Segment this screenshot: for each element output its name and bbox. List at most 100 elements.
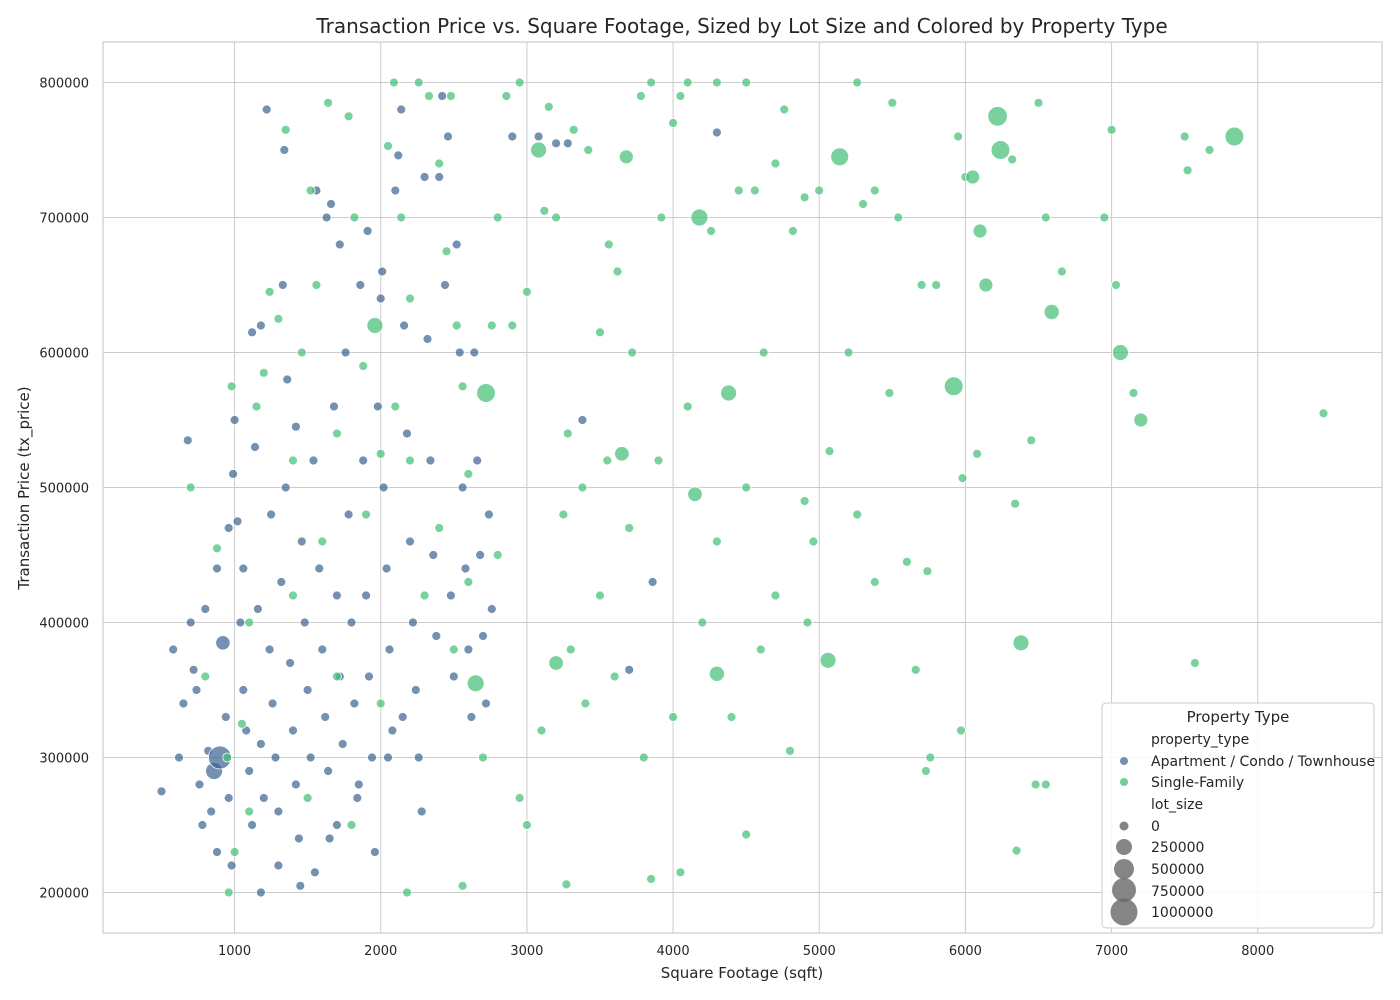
data-point xyxy=(972,223,988,239)
data-point xyxy=(1106,124,1117,135)
data-point xyxy=(425,455,436,466)
data-point xyxy=(353,779,364,790)
y-tick-label: 400000 xyxy=(39,617,89,632)
data-point xyxy=(733,185,744,196)
data-point xyxy=(887,97,898,108)
data-point xyxy=(548,655,564,671)
data-point xyxy=(750,185,760,196)
y-tick-label: 300000 xyxy=(39,752,89,767)
data-point xyxy=(413,752,424,763)
data-point xyxy=(543,101,554,112)
data-point xyxy=(390,185,401,196)
data-point xyxy=(377,266,388,277)
data-point xyxy=(443,131,453,142)
data-point xyxy=(987,106,1008,127)
data-point xyxy=(434,523,445,533)
data-point xyxy=(331,820,342,830)
data-point xyxy=(223,523,234,533)
data-point xyxy=(466,712,477,722)
data-point xyxy=(824,446,835,457)
data-point xyxy=(956,725,966,736)
legend-apartment-label: Apartment / Condo / Townhouse xyxy=(1151,754,1375,770)
data-point xyxy=(168,644,179,655)
data-point xyxy=(419,172,430,182)
data-point xyxy=(437,91,448,101)
data-point xyxy=(646,77,656,88)
data-point xyxy=(252,604,263,614)
data-point xyxy=(364,671,374,682)
data-point xyxy=(302,685,313,695)
data-point xyxy=(454,347,465,358)
data-point xyxy=(687,486,703,503)
legend-size-marker-3 xyxy=(1112,878,1136,902)
data-point xyxy=(758,347,769,358)
data-point xyxy=(1133,412,1149,428)
data-point xyxy=(264,644,275,655)
data-point xyxy=(441,246,452,257)
data-point xyxy=(814,185,825,196)
data-point xyxy=(308,455,319,466)
data-point xyxy=(337,739,348,749)
data-point xyxy=(434,172,445,182)
data-point xyxy=(869,577,880,587)
data-point xyxy=(321,212,332,223)
data-point xyxy=(514,793,525,803)
legend-size-marker-4 xyxy=(1110,898,1138,926)
data-point xyxy=(1318,408,1329,419)
data-point xyxy=(329,401,339,412)
data-point xyxy=(277,280,288,290)
data-point xyxy=(990,140,1011,160)
legend-size-label-3: 750000 xyxy=(1151,884,1204,900)
data-point xyxy=(819,651,837,669)
data-point xyxy=(317,644,328,655)
data-point xyxy=(943,376,964,397)
data-point xyxy=(212,563,222,574)
x-tick-label: 1000 xyxy=(218,944,251,959)
data-point xyxy=(299,617,310,628)
data-point xyxy=(282,374,293,385)
y-axis-label: Transaction Price (tx_price) xyxy=(15,386,34,590)
data-point xyxy=(258,793,269,803)
data-point xyxy=(416,806,427,817)
data-point xyxy=(244,806,255,817)
data-point xyxy=(178,698,189,709)
x-tick-label: 4000 xyxy=(657,944,690,959)
data-point xyxy=(1190,658,1200,668)
x-tick-label: 5000 xyxy=(803,944,836,959)
data-point xyxy=(358,455,369,466)
data-point xyxy=(902,556,912,567)
data-point xyxy=(226,860,237,871)
data-point xyxy=(424,91,434,101)
data-point xyxy=(755,644,766,655)
data-point xyxy=(830,147,850,167)
data-point xyxy=(561,879,572,890)
data-point xyxy=(741,77,752,88)
legend-size-label-4: 1000000 xyxy=(1151,905,1213,921)
data-point xyxy=(562,428,573,439)
legend-single-family-marker xyxy=(1120,778,1128,786)
data-point xyxy=(236,718,247,729)
series-single-family xyxy=(185,77,1329,898)
data-point xyxy=(413,77,424,88)
data-point xyxy=(288,725,298,736)
data-point xyxy=(507,131,518,142)
data-point xyxy=(428,550,439,560)
data-point xyxy=(483,509,494,520)
x-tick-label: 3000 xyxy=(510,944,543,959)
legend-box xyxy=(1101,702,1375,929)
data-point xyxy=(843,347,854,358)
data-point xyxy=(486,604,497,614)
data-point xyxy=(383,752,393,763)
data-point xyxy=(331,428,342,439)
data-point xyxy=(226,381,237,392)
x-tick-labels: 1000 2000 3000 4000 5000 6000 7000 8000 xyxy=(218,944,1274,959)
data-point xyxy=(921,766,931,776)
data-point xyxy=(1204,145,1215,155)
data-point xyxy=(653,455,664,466)
data-point xyxy=(156,786,167,797)
data-point xyxy=(375,293,386,304)
legend-size-title: lot_size xyxy=(1151,797,1203,813)
series-apartment-condo-townhouse xyxy=(156,91,722,898)
data-point xyxy=(627,347,637,358)
data-point xyxy=(280,482,291,493)
